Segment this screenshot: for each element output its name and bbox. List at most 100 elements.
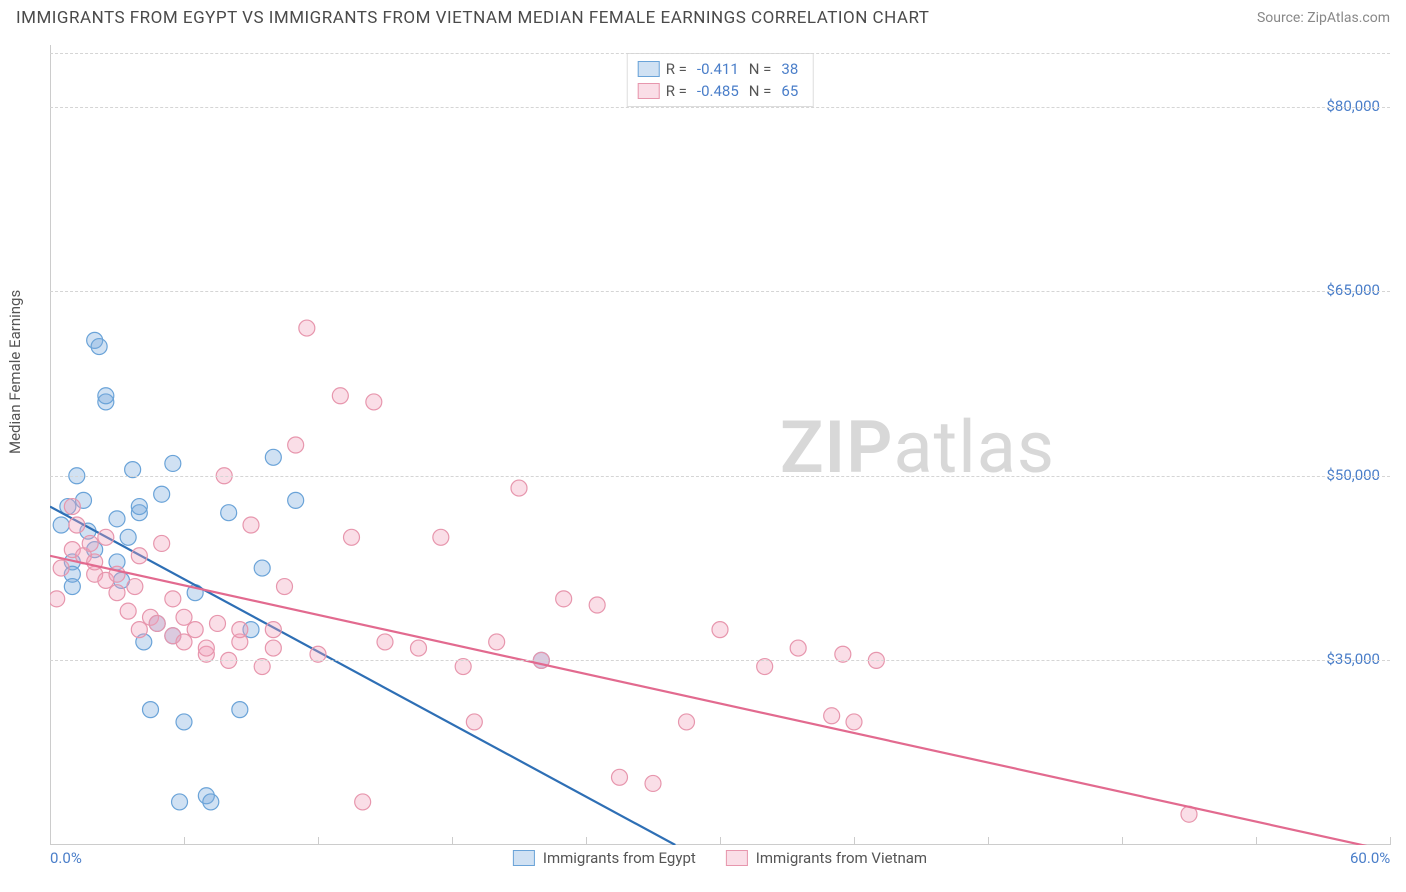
y-tick-label: $65,000: [1326, 281, 1380, 299]
x-tick-mark: [50, 837, 51, 845]
legend-swatch-egypt: [513, 850, 535, 866]
scatter-point-vietnam: [846, 714, 862, 730]
chart-area: Median Female Earnings ZIPatlas R = -0.4…: [50, 45, 1390, 845]
y-tick-label: $50,000: [1326, 466, 1380, 484]
legend-item-egypt: Immigrants from Egypt: [513, 849, 696, 867]
scatter-point-vietnam: [277, 579, 293, 595]
scatter-point-egypt: [98, 388, 114, 404]
x-tick-mark: [586, 837, 587, 845]
x-tick-label: 0.0%: [50, 849, 82, 867]
r-value-egypt: -0.411: [693, 60, 743, 78]
scatter-point-egypt: [232, 702, 248, 718]
scatter-point-vietnam: [149, 615, 165, 631]
scatter-point-vietnam: [589, 597, 605, 613]
scatter-point-vietnam: [82, 535, 98, 551]
scatter-point-egypt: [109, 511, 125, 527]
scatter-point-egypt: [176, 714, 192, 730]
gridline: [50, 53, 1390, 54]
regression-line-vietnam: [50, 556, 1390, 845]
scatter-point-vietnam: [210, 615, 226, 631]
scatter-point-vietnam: [824, 708, 840, 724]
r-label: R =: [666, 82, 687, 100]
legend-row-vietnam: R = -0.485 N = 65: [638, 80, 803, 102]
scatter-point-vietnam: [288, 437, 304, 453]
scatter-point-vietnam: [109, 585, 125, 601]
scatter-point-egypt: [221, 505, 237, 521]
y-axis-label: Median Female Earnings: [6, 290, 24, 454]
scatter-point-egypt: [91, 339, 107, 355]
scatter-point-vietnam: [645, 775, 661, 791]
gridline: [50, 291, 1390, 292]
scatter-point-vietnam: [355, 794, 371, 810]
legend-swatch-vietnam: [726, 850, 748, 866]
scatter-point-vietnam: [131, 622, 147, 638]
x-tick-label: 60.0%: [1350, 849, 1390, 867]
scatter-point-vietnam: [69, 517, 85, 533]
n-label: N =: [749, 82, 772, 100]
y-tick-label: $35,000: [1326, 650, 1380, 668]
scatter-point-vietnam: [466, 714, 482, 730]
scatter-point-egypt: [165, 455, 181, 471]
scatter-point-vietnam: [433, 529, 449, 545]
scatter-point-egypt: [288, 492, 304, 508]
scatter-point-vietnam: [198, 640, 214, 656]
scatter-point-vietnam: [176, 634, 192, 650]
x-tick-mark: [988, 837, 989, 845]
scatter-point-vietnam: [265, 640, 281, 656]
x-tick-mark: [452, 837, 453, 845]
scatter-point-vietnam: [187, 622, 203, 638]
x-tick-mark: [854, 837, 855, 845]
scatter-point-vietnam: [127, 579, 143, 595]
scatter-point-vietnam: [131, 548, 147, 564]
series-legend: Immigrants from Egypt Immigrants from Vi…: [513, 849, 927, 867]
scatter-point-vietnam: [366, 394, 382, 410]
scatter-point-vietnam: [712, 622, 728, 638]
scatter-point-vietnam: [344, 529, 360, 545]
scatter-point-vietnam: [265, 622, 281, 638]
scatter-point-vietnam: [232, 622, 248, 638]
scatter-point-egypt: [203, 794, 219, 810]
gridline: [50, 660, 1390, 661]
source-attribution: Source: ZipAtlas.com: [1257, 10, 1390, 26]
scatter-plot-svg: [50, 45, 1390, 845]
scatter-point-vietnam: [53, 560, 69, 576]
n-value-egypt: 38: [777, 60, 802, 78]
x-tick-mark: [184, 837, 185, 845]
x-tick-mark: [1256, 837, 1257, 845]
n-label: N =: [749, 60, 772, 78]
x-tick-mark: [1122, 837, 1123, 845]
scatter-point-vietnam: [243, 517, 259, 533]
gridline: [50, 476, 1390, 477]
gridline: [50, 107, 1390, 108]
legend-row-egypt: R = -0.411 N = 38: [638, 58, 803, 80]
scatter-point-vietnam: [64, 499, 80, 515]
scatter-point-vietnam: [612, 769, 628, 785]
legend-swatch-vietnam: [638, 83, 660, 99]
scatter-point-egypt: [143, 702, 159, 718]
scatter-point-vietnam: [120, 603, 136, 619]
r-value-vietnam: -0.485: [693, 82, 743, 100]
scatter-point-egypt: [53, 517, 69, 533]
scatter-point-vietnam: [165, 591, 181, 607]
scatter-point-vietnam: [377, 634, 393, 650]
y-tick-label: $80,000: [1326, 97, 1380, 115]
chart-title: IMMIGRANTS FROM EGYPT VS IMMIGRANTS FROM…: [16, 8, 929, 28]
scatter-point-vietnam: [556, 591, 572, 607]
legend-item-vietnam: Immigrants from Vietnam: [726, 849, 927, 867]
scatter-point-vietnam: [176, 609, 192, 625]
scatter-point-vietnam: [50, 591, 65, 607]
scatter-point-egypt: [172, 794, 188, 810]
scatter-point-vietnam: [299, 320, 315, 336]
scatter-point-vietnam: [332, 388, 348, 404]
r-label: R =: [666, 60, 687, 78]
scatter-point-egypt: [265, 449, 281, 465]
x-tick-mark: [318, 837, 319, 845]
scatter-point-egypt: [64, 579, 80, 595]
scatter-point-vietnam: [489, 634, 505, 650]
chart-header: IMMIGRANTS FROM EGYPT VS IMMIGRANTS FROM…: [0, 0, 1406, 32]
scatter-point-vietnam: [98, 529, 114, 545]
scatter-point-vietnam: [790, 640, 806, 656]
x-tick-mark: [1390, 837, 1391, 845]
scatter-point-vietnam: [154, 535, 170, 551]
scatter-point-vietnam: [411, 640, 427, 656]
